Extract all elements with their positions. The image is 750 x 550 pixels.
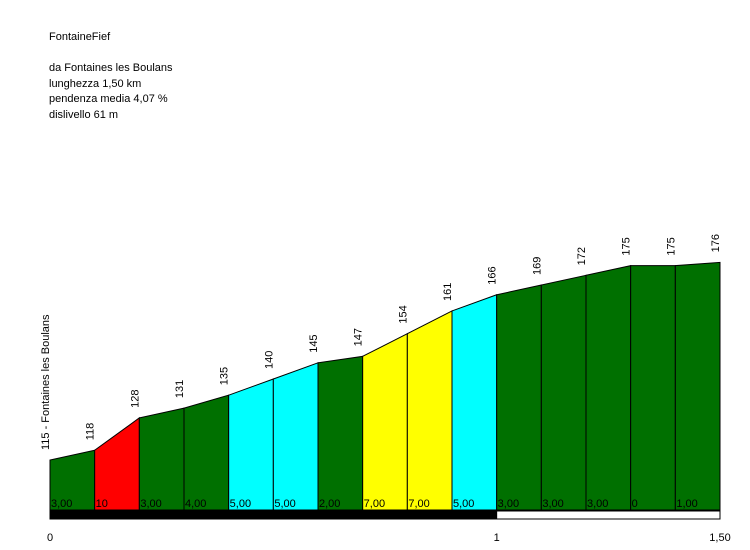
profile-segment [362,332,408,511]
segment-gradient-label: 7,00 [364,498,385,510]
climb-title: FontaineFief [49,31,111,43]
segment-gradient-label: 1,00 [676,498,697,510]
profile-segment [451,294,498,511]
x-tick-label: 1,50 [709,532,730,544]
start-elevation-label: 115 - Fontaines les Boulans [40,314,52,450]
x-tick-label: 1 [494,532,500,544]
profile-segment [94,416,140,511]
segment-gradient-label: 3,00 [51,498,72,510]
scale-bar-km-black [49,510,498,520]
elevation-label: 154 [397,305,409,323]
x-tick-label: 0 [47,532,53,544]
segment-gradient-label: 3,00 [498,498,519,510]
segment-gradient-label: 0 [632,498,638,510]
elevation-label: 172 [576,247,588,265]
elevation-label: 145 [308,334,320,352]
segment-gradient-label: 3,00 [587,498,608,510]
scale-bar-km-white [496,510,721,520]
segment-gradient-label: 4,00 [185,498,206,510]
segment-gradient-label: 5,00 [274,498,295,510]
profile-segment [585,264,632,511]
elevation-label: 128 [129,390,141,408]
segment-gradient-label: 2,00 [319,498,340,510]
segment-gradient-label: 5,00 [230,498,251,510]
profile-segment [496,284,542,511]
elevation-label: 175 [665,237,677,255]
profile-segment [540,274,587,511]
segment-gradient-label: 10 [96,498,108,510]
elevation-label: 147 [353,328,365,346]
start-location: da Fontaines les Boulans [49,62,173,74]
profile-segment [272,362,319,511]
profile-segment [674,261,721,511]
elevation-label: 140 [263,351,275,369]
elevation-label: 118 [85,423,97,441]
elevation-label: 135 [219,367,231,385]
profile-segment [183,394,230,511]
elevation-label: 131 [174,380,186,398]
segment-gradient-label: 5,00 [453,498,474,510]
profile-segment [228,378,274,511]
average-gradient: pendenza media 4,07 % [49,93,168,105]
elevation-label: 175 [621,237,633,255]
elevation-label: 161 [442,283,454,301]
elevation-label: 166 [487,266,499,284]
elevation-label: 169 [531,257,543,275]
profile-segment [317,355,364,511]
climb-length: lunghezza 1,50 km [49,77,142,90]
profile-segment [630,265,676,511]
elevation-label: 176 [710,234,722,252]
segment-gradient-label: 3,00 [140,498,161,510]
segment-gradient-label: 3,00 [542,498,563,510]
segment-gradient-label: 7,00 [408,498,429,510]
profile-segment [138,407,185,511]
elevation-gain: dislivello 61 m [49,108,119,121]
profile-segment [406,310,453,511]
climb-info: FontaineFief da Fontaines les Boulans lu… [49,30,173,123]
